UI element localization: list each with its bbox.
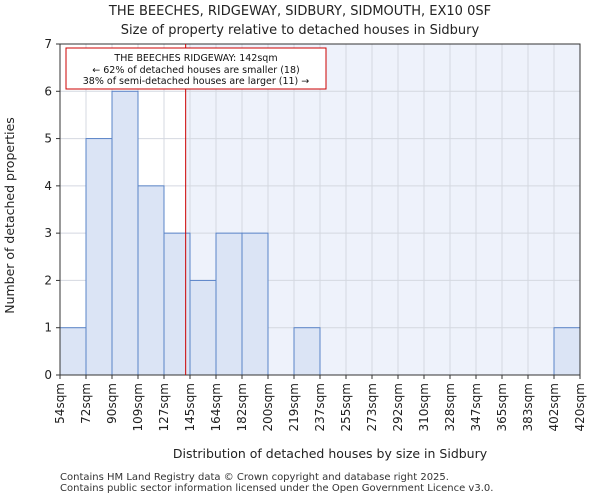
annotation-line-2: ← 62% of detached houses are smaller (18… (92, 65, 299, 76)
annotation-box: THE BEECHES RIDGEWAY: 142sqm ← 62% of de… (65, 47, 327, 90)
annotation-border (65, 47, 327, 90)
x-axis-label: Distribution of detached houses by size … (173, 446, 488, 461)
x-axis: 54sqm 72sqm 90sqm 109sqm 127sqm 145sqm 164sqm 1… (53, 375, 587, 431)
y-tick-label: 5 (44, 132, 52, 146)
x-tick-label: 383sqm (521, 383, 535, 431)
x-tick-label: 182sqm (235, 383, 249, 431)
x-tick-label: 54sqm (53, 383, 67, 424)
bar-145sqm (189, 279, 217, 376)
x-tick-label: 237sqm (313, 383, 327, 431)
y-tick-label: 1 (44, 321, 52, 335)
y-tick-label: 7 (44, 37, 52, 51)
x-tick-label: 292sqm (391, 383, 405, 431)
annotation-line-3: 38% of semi-detached houses are larger (… (83, 76, 310, 87)
y-tick-label: 0 (44, 368, 52, 382)
x-tick-label: 145sqm (183, 383, 197, 431)
x-tick-label: 127sqm (157, 383, 171, 431)
x-tick-label: 365sqm (495, 383, 509, 431)
x-tick-label: 347sqm (469, 383, 483, 431)
bar-90sqm (111, 90, 139, 376)
footer: Contains HM Land Registry data © Crown c… (60, 472, 493, 494)
x-tick-label: 109sqm (131, 383, 145, 431)
bar-402sqm (553, 327, 581, 376)
x-tick-label: 164sqm (209, 383, 223, 431)
x-tick-label: 219sqm (287, 383, 301, 431)
x-tick-label: 402sqm (547, 383, 561, 431)
x-tick-label: 255sqm (339, 383, 353, 431)
footer-line-2: Contains public sector information licen… (60, 483, 494, 494)
y-axis-label: Number of detached properties (2, 117, 17, 314)
bar-164sqm (215, 232, 243, 376)
x-tick-label: 273sqm (365, 383, 379, 431)
y-tick-label: 6 (44, 84, 52, 98)
bar-54sqm (59, 327, 87, 376)
x-tick-label: 72sqm (79, 383, 93, 424)
footer-line-1: Contains HM Land Registry data © Crown c… (60, 472, 449, 483)
x-tick-label: 420sqm (573, 383, 587, 431)
bar-109sqm (137, 185, 165, 376)
y-tick-label: 2 (44, 273, 52, 287)
x-tick-label: 90sqm (105, 383, 119, 424)
x-tick-label: 328sqm (443, 383, 457, 431)
bar-182sqm (241, 232, 269, 376)
annotation-line-1: THE BEECHES RIDGEWAY: 142sqm (113, 53, 277, 64)
bar-219sqm (293, 327, 321, 376)
plot-frame (59, 43, 581, 376)
y-tick-label: 4 (44, 179, 52, 193)
x-tick-label: 200sqm (261, 383, 275, 431)
y-tick-label: 3 (44, 226, 52, 240)
chart-subtitle: Size of property relative to detached ho… (120, 23, 480, 38)
chart-title: THE BEECHES, RIDGEWAY, SIDBURY, SIDMOUTH… (108, 4, 492, 19)
bar-72sqm (85, 138, 113, 376)
chart-title-block: THE BEECHES, RIDGEWAY, SIDBURY, SIDMOUTH… (0, 2, 600, 40)
x-tick-label: 310sqm (417, 383, 431, 431)
